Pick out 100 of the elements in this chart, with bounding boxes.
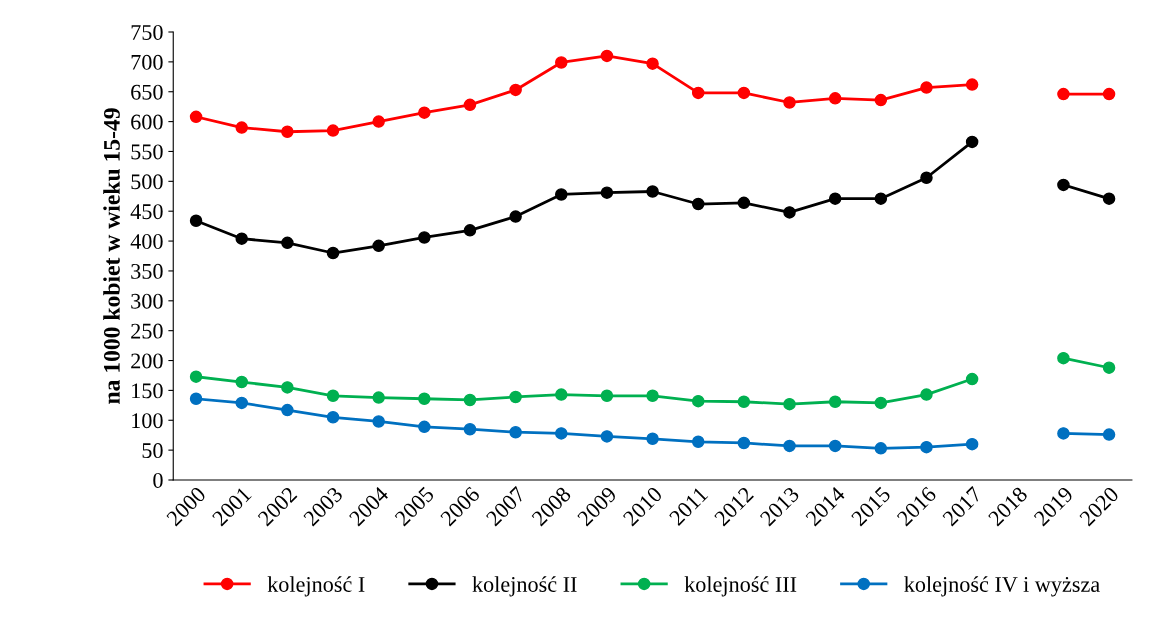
point xyxy=(828,439,842,453)
point xyxy=(737,196,751,210)
point xyxy=(737,436,751,450)
point xyxy=(783,206,796,219)
point xyxy=(874,396,888,410)
point xyxy=(509,83,522,97)
point xyxy=(418,420,431,434)
legend-label: kolejność II xyxy=(472,576,577,597)
y-tick-label: 250 xyxy=(131,323,163,339)
point xyxy=(281,125,294,139)
point xyxy=(235,375,248,389)
point xyxy=(691,435,705,449)
point xyxy=(600,389,614,403)
point xyxy=(691,86,705,100)
y-tick-label: 350 xyxy=(131,263,163,279)
point xyxy=(509,210,522,223)
point xyxy=(372,115,385,128)
point xyxy=(463,393,477,407)
y-tick-label: 450 xyxy=(130,204,163,220)
y-tick-label: 0 xyxy=(153,472,163,488)
point xyxy=(235,121,248,134)
point xyxy=(235,232,248,245)
point xyxy=(463,98,477,112)
point xyxy=(600,186,614,199)
point xyxy=(965,78,979,91)
point xyxy=(418,392,431,406)
point xyxy=(691,394,705,408)
point xyxy=(965,135,979,149)
y-axis-title: na 1000 kobiet w wieku 15-49 xyxy=(103,108,120,404)
y-tick-label: 550 xyxy=(131,144,163,160)
point xyxy=(920,440,933,454)
point xyxy=(235,396,248,410)
point xyxy=(372,391,385,404)
point xyxy=(189,392,203,406)
point xyxy=(874,192,888,205)
point xyxy=(783,96,796,109)
point xyxy=(189,214,203,228)
point xyxy=(920,171,933,185)
point xyxy=(1057,87,1070,101)
point xyxy=(1102,361,1116,374)
y-tick-label: 700 xyxy=(131,54,163,70)
point xyxy=(646,185,659,198)
point xyxy=(555,388,568,401)
point xyxy=(509,390,522,404)
y-tick-label: 100 xyxy=(132,413,163,429)
point xyxy=(828,192,842,205)
point xyxy=(920,388,933,401)
point xyxy=(326,124,340,137)
point xyxy=(783,397,796,411)
y-tick-label: 50 xyxy=(142,443,163,459)
y-tick-label: 400 xyxy=(130,234,163,249)
point xyxy=(281,381,294,394)
legend-label: kolejność IV i wyższa xyxy=(904,576,1100,597)
point xyxy=(418,231,431,244)
point xyxy=(691,197,705,211)
point xyxy=(189,110,203,124)
point xyxy=(874,93,888,107)
point xyxy=(555,427,568,440)
point xyxy=(418,106,431,119)
point xyxy=(737,86,751,100)
point xyxy=(281,403,294,417)
y-tick-label: 200 xyxy=(131,353,163,369)
point xyxy=(509,425,522,439)
point xyxy=(646,389,659,403)
y-tick-label: 300 xyxy=(131,293,163,309)
point xyxy=(828,92,842,105)
point xyxy=(874,442,888,455)
point xyxy=(828,395,842,409)
point xyxy=(555,188,568,201)
y-tick-label: 600 xyxy=(131,114,163,130)
point xyxy=(326,246,340,260)
point xyxy=(965,437,979,451)
point xyxy=(920,81,933,94)
point xyxy=(463,224,477,237)
point xyxy=(1102,87,1116,101)
point xyxy=(1057,178,1070,192)
point xyxy=(326,389,340,403)
y-tick-label: 150 xyxy=(132,383,163,399)
legend-label: kolejność I xyxy=(267,576,365,597)
point xyxy=(646,432,659,446)
point xyxy=(372,415,385,428)
point xyxy=(1057,427,1070,440)
point xyxy=(1102,428,1116,441)
point xyxy=(965,372,979,386)
point xyxy=(600,49,614,63)
point xyxy=(646,57,659,70)
point xyxy=(189,370,203,383)
y-tick-label: 650 xyxy=(131,84,163,100)
point xyxy=(326,411,340,424)
point xyxy=(600,430,614,443)
legend-label: kolejność III xyxy=(684,576,797,597)
point xyxy=(783,439,796,453)
y-tick-label: 500 xyxy=(131,174,163,190)
point xyxy=(1102,192,1116,205)
point xyxy=(1057,351,1070,365)
y-tick-label: 750 xyxy=(131,24,163,40)
point xyxy=(281,236,294,250)
point xyxy=(555,56,568,69)
point xyxy=(372,239,385,253)
point xyxy=(737,395,751,409)
